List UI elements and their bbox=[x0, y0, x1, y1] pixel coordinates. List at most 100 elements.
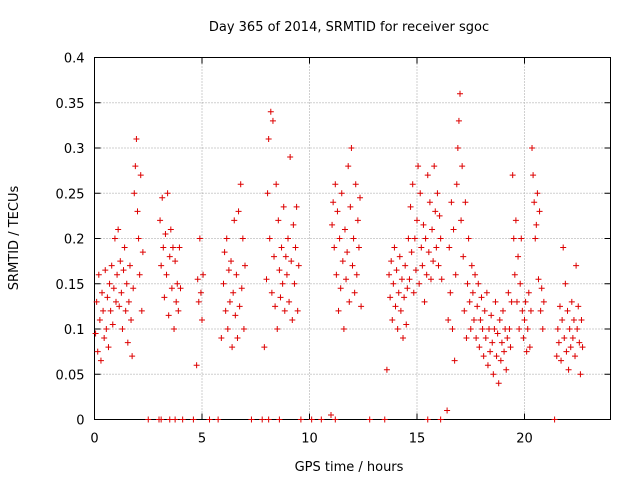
y-tick-label: 0.05 bbox=[56, 368, 85, 383]
data-point bbox=[237, 181, 244, 188]
data-point bbox=[109, 321, 116, 328]
data-point bbox=[397, 307, 404, 314]
data-point bbox=[218, 335, 225, 342]
data-point bbox=[564, 307, 571, 314]
data-point bbox=[458, 217, 465, 224]
data-point bbox=[233, 271, 240, 278]
data-point bbox=[231, 217, 238, 224]
data-point bbox=[464, 280, 471, 287]
data-point bbox=[503, 366, 510, 373]
data-point bbox=[107, 307, 114, 314]
data-point bbox=[506, 326, 513, 332]
data-point bbox=[328, 411, 334, 418]
data-point bbox=[447, 289, 454, 296]
data-point bbox=[199, 316, 205, 323]
data-point bbox=[269, 117, 276, 124]
data-point bbox=[407, 203, 414, 210]
data-point bbox=[395, 289, 402, 296]
data-point bbox=[276, 267, 283, 274]
y-axis-label: SRMTID / TECUs bbox=[7, 186, 22, 291]
data-point bbox=[355, 244, 362, 251]
data-point bbox=[461, 307, 468, 314]
data-point bbox=[341, 226, 348, 233]
x-axis-label: GPS time / hours bbox=[295, 460, 404, 475]
data-point bbox=[113, 298, 119, 305]
data-point bbox=[490, 371, 497, 378]
data-point bbox=[494, 330, 501, 337]
data-point bbox=[164, 190, 171, 197]
data-point bbox=[486, 326, 493, 332]
data-point bbox=[401, 294, 408, 301]
data-point bbox=[386, 271, 393, 278]
data-point bbox=[122, 307, 129, 314]
data-point bbox=[158, 262, 165, 269]
data-point bbox=[135, 235, 142, 242]
data-point bbox=[334, 208, 341, 215]
data-point bbox=[445, 316, 452, 323]
data-point bbox=[472, 271, 479, 278]
data-point bbox=[280, 203, 287, 210]
data-point bbox=[420, 221, 427, 228]
data-point bbox=[430, 258, 437, 265]
data-point bbox=[175, 307, 182, 314]
data-point bbox=[271, 253, 278, 260]
data-point bbox=[565, 366, 572, 373]
data-point bbox=[293, 203, 300, 210]
data-point bbox=[518, 235, 525, 242]
data-point bbox=[415, 163, 422, 170]
data-point bbox=[358, 303, 365, 310]
y-tick-label: 0.25 bbox=[56, 187, 85, 202]
data-point bbox=[335, 307, 342, 314]
data-point bbox=[537, 307, 544, 314]
data-point bbox=[297, 416, 304, 423]
data-point bbox=[560, 244, 567, 251]
data-point bbox=[159, 194, 166, 201]
data-point bbox=[540, 298, 547, 305]
data-point bbox=[474, 303, 481, 310]
data-point bbox=[438, 276, 445, 283]
data-point bbox=[267, 108, 274, 115]
data-point bbox=[554, 326, 561, 332]
data-point bbox=[538, 285, 545, 292]
data-point bbox=[134, 208, 141, 215]
data-point bbox=[115, 226, 122, 233]
data-point bbox=[268, 289, 275, 296]
data-point bbox=[128, 316, 135, 323]
data-point bbox=[295, 262, 302, 269]
data-point bbox=[116, 303, 123, 310]
data-point bbox=[551, 416, 558, 423]
data-point bbox=[434, 190, 441, 197]
data-point bbox=[578, 316, 585, 323]
data-point bbox=[344, 249, 351, 256]
data-point bbox=[162, 230, 169, 237]
data-point bbox=[526, 344, 533, 351]
data-point bbox=[163, 271, 170, 278]
data-point bbox=[248, 416, 255, 423]
data-point bbox=[572, 353, 579, 360]
data-point bbox=[285, 235, 291, 242]
data-point bbox=[179, 416, 186, 423]
data-point bbox=[238, 285, 245, 292]
data-point bbox=[468, 262, 475, 269]
x-tick-label: 15 bbox=[409, 432, 426, 447]
data-point bbox=[555, 339, 562, 346]
data-point bbox=[495, 380, 502, 387]
data-point bbox=[169, 244, 176, 251]
data-point bbox=[452, 271, 459, 278]
data-point bbox=[511, 271, 518, 278]
data-point bbox=[475, 280, 482, 287]
data-point bbox=[273, 181, 280, 188]
data-point bbox=[394, 326, 401, 332]
data-point bbox=[479, 326, 486, 332]
data-point bbox=[398, 276, 405, 283]
data-point bbox=[431, 163, 438, 170]
data-point bbox=[353, 271, 360, 278]
data-point bbox=[339, 258, 346, 265]
data-point bbox=[576, 339, 583, 346]
data-point bbox=[230, 289, 237, 296]
data-point bbox=[462, 199, 469, 206]
data-point bbox=[125, 298, 132, 305]
data-point bbox=[126, 262, 133, 269]
data-point bbox=[160, 244, 167, 251]
data-point bbox=[556, 303, 563, 310]
